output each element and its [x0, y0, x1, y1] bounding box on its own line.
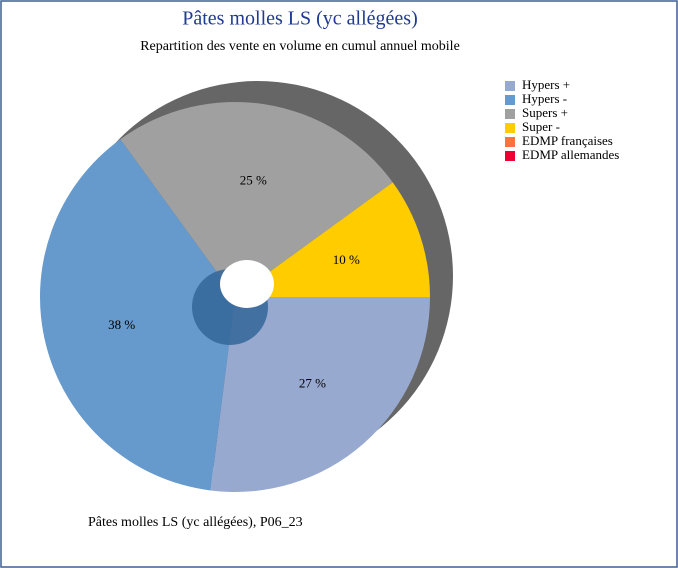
legend-label: EDMP allemandes	[522, 147, 619, 162]
legend-label: Hypers -	[522, 91, 567, 106]
legend-label: Supers +	[522, 105, 568, 120]
legend-swatch	[505, 151, 515, 161]
pie-slice	[39, 139, 235, 491]
pie-slice	[235, 182, 430, 297]
legend-swatch	[505, 137, 515, 147]
pie-slice	[120, 102, 393, 298]
legend-swatch	[505, 123, 515, 133]
legend-label: Super -	[522, 119, 560, 134]
legend-swatch	[505, 95, 515, 105]
legend-label: EDMP françaises	[522, 133, 613, 148]
chart-title: Pâtes molles LS (yc allégées)	[182, 8, 418, 30]
data-label: 10 %	[333, 252, 360, 267]
legend-swatch	[505, 81, 515, 91]
legend-swatch	[505, 109, 515, 119]
chart-subtitle: Repartition des vente en volume en cumul…	[140, 39, 460, 54]
footer: Pâtes molles LS (yc allégées), P06_23	[88, 515, 303, 530]
data-label: 27 %	[299, 376, 326, 391]
hole	[220, 260, 274, 308]
pie-slice	[210, 297, 430, 492]
data-label: 25 %	[240, 172, 267, 187]
data-label: 38 %	[108, 317, 135, 332]
legend-label: Hypers +	[522, 77, 570, 92]
